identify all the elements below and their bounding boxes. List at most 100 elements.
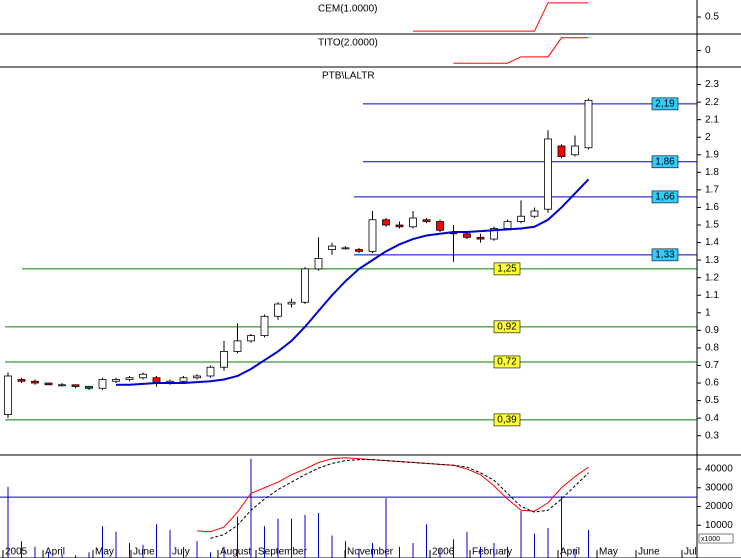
indicator-line: [413, 2, 589, 32]
x-tick-label: June: [638, 547, 660, 558]
y-tick-label: 0.6: [705, 378, 719, 389]
y-tick-label: 0.9: [705, 325, 719, 336]
x-tick-label: July: [172, 547, 190, 558]
candle-body: [233, 340, 242, 352]
moving-average: [116, 178, 590, 386]
x-tick-label: May: [95, 547, 114, 558]
level-label-box: [651, 155, 679, 169]
candle-body: [314, 257, 323, 270]
level-label: 1,86: [655, 156, 675, 167]
y-tick-label: 2.2: [705, 97, 719, 108]
x-tick-label: April: [45, 547, 65, 558]
x-tick-label: Jul: [684, 547, 697, 558]
candle-body: [530, 210, 539, 217]
x-tick-label: April: [560, 547, 580, 558]
y-tick-label: 0.4: [705, 413, 719, 424]
candle-body: [544, 138, 552, 210]
level-label-box: [493, 262, 521, 276]
x-tick-label: June: [133, 547, 155, 558]
unit-label: x1000: [701, 536, 720, 543]
level-label-box: [651, 190, 679, 204]
y-tick-label: 1.1: [705, 290, 719, 301]
x-tick-label: September: [258, 547, 308, 558]
candle-body: [206, 366, 215, 377]
candle-body: [98, 379, 107, 389]
candle-body: [260, 315, 269, 337]
x-tick-label: November: [347, 547, 394, 558]
candle-body: [247, 335, 255, 342]
candle-body: [355, 249, 363, 252]
x-tick-label: 2006: [432, 547, 455, 558]
candle-body: [125, 377, 134, 380]
y-tick-label: 1.9: [705, 149, 719, 160]
candle-body: [220, 351, 228, 368]
level-label: 1,66: [655, 192, 675, 203]
level-label-box: [493, 413, 521, 427]
level-label: 1,25: [497, 264, 517, 275]
x-tick-label: May: [599, 547, 618, 558]
candle-body: [31, 380, 39, 384]
candle-body: [503, 221, 512, 229]
level-label: 0,92: [497, 321, 517, 332]
y-tick-label: 1.3: [705, 255, 719, 266]
level-label: 1,33: [655, 249, 675, 260]
level-label: 2,19: [655, 99, 675, 110]
candle-body: [517, 215, 525, 222]
candle-body: [395, 224, 404, 228]
unit-box: [698, 533, 734, 544]
y-tick-label: 1.8: [705, 167, 719, 178]
y-tick-label: 10000: [705, 520, 733, 531]
y-tick-label: 1.2: [705, 272, 719, 283]
y-tick-label: 20000: [705, 501, 733, 512]
candle-body: [17, 379, 26, 382]
panel-title: TITO(2.0000): [318, 38, 378, 49]
y-tick-label: 2: [705, 132, 711, 143]
y-tick-label: 1.6: [705, 202, 719, 213]
y-tick-label: 30000: [705, 482, 733, 493]
indicator-line: [453, 37, 589, 64]
candle-body: [476, 236, 485, 240]
candle-body: [409, 217, 417, 228]
candle-body: [490, 228, 498, 240]
candle-body: [179, 377, 188, 382]
panel-title: PTB\LALTR: [322, 71, 375, 82]
x-tick-label: February: [472, 547, 512, 558]
y-tick-label: 0.7: [705, 360, 719, 371]
candle-body: [584, 99, 593, 149]
y-tick-label: 1: [705, 307, 711, 318]
y-tick-label: 0.3: [705, 430, 719, 441]
candle-body: [436, 221, 444, 231]
y-tick-label: 40000: [705, 464, 733, 475]
indicator-line: [210, 459, 589, 539]
y-tick-label: 0.5: [705, 395, 719, 406]
y-tick-label: 0: [705, 45, 711, 56]
candle-body: [382, 219, 390, 226]
level-label: 0,72: [497, 357, 517, 368]
y-tick-label: 0.8: [705, 343, 719, 354]
candle-body: [44, 382, 53, 386]
y-tick-label: 2.3: [705, 79, 719, 90]
panel-title: CEM(1.0000): [318, 4, 377, 15]
y-tick-label: 0.5: [705, 12, 719, 23]
candle-body: [341, 247, 350, 250]
x-tick-label: August: [220, 547, 251, 558]
candle-body: [557, 145, 566, 157]
candle-body: [301, 268, 309, 303]
candle-body: [4, 375, 12, 416]
candle-body: [287, 301, 296, 305]
y-tick-label: 1.7: [705, 185, 719, 196]
level-label-box: [493, 320, 521, 334]
y-tick-label: 1.5: [705, 220, 719, 231]
candle-body: [112, 379, 120, 382]
candle-body: [71, 384, 80, 387]
candle-body: [193, 375, 201, 379]
candle-body: [571, 145, 579, 156]
x-tick-label: 2005: [5, 547, 28, 558]
y-tick-label: 2.1: [705, 114, 719, 125]
candle-body: [58, 384, 66, 387]
candle-body: [274, 303, 282, 317]
level-label: 0,39: [497, 415, 517, 426]
level-label-box: [493, 355, 521, 369]
